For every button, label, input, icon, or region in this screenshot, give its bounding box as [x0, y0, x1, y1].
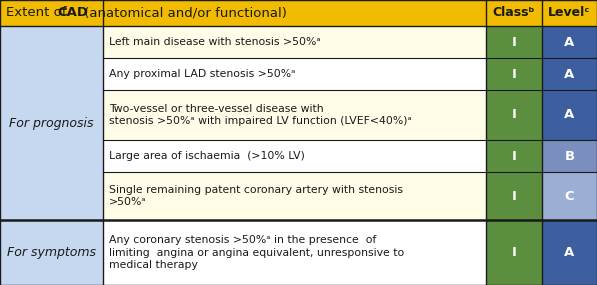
Text: CAD: CAD	[57, 7, 88, 19]
Text: Any coronary stenosis >50%ᵃ in the presence  of
limiting  angina or angina equiv: Any coronary stenosis >50%ᵃ in the prese…	[109, 235, 404, 270]
Bar	[542, 58, 597, 90]
Bar	[542, 140, 597, 172]
Text: For prognosis: For prognosis	[9, 117, 94, 129]
Text: Two-vessel or three-vessel disease with
stenosis >50%ᵃ with impaired LV function: Two-vessel or three-vessel disease with …	[109, 104, 412, 127]
Text: I: I	[512, 109, 516, 121]
Text: I: I	[512, 150, 516, 162]
Text: I: I	[512, 68, 516, 80]
Bar	[486, 58, 542, 90]
Text: A: A	[564, 68, 575, 80]
Bar	[103, 220, 486, 285]
Bar	[486, 172, 542, 220]
Bar	[103, 26, 486, 58]
Text: Single remaining patent coronary artery with stenosis
>50%ᵃ: Single remaining patent coronary artery …	[109, 185, 403, 207]
Bar	[0, 140, 103, 172]
Text: Left main disease with stenosis >50%ᵃ: Left main disease with stenosis >50%ᵃ	[109, 37, 321, 47]
Bar	[103, 140, 486, 172]
Text: Any proximal LAD stenosis >50%ᵃ: Any proximal LAD stenosis >50%ᵃ	[109, 69, 296, 79]
Text: Levelᶜ: Levelᶜ	[548, 7, 590, 19]
Text: Large area of ischaemia  (>10% LV): Large area of ischaemia (>10% LV)	[109, 151, 305, 161]
Bar	[542, 220, 597, 285]
Text: B: B	[564, 150, 574, 162]
Text: I: I	[512, 246, 516, 259]
Text: (anatomical and/or functional): (anatomical and/or functional)	[80, 7, 287, 19]
Bar	[0, 172, 103, 220]
Text: C: C	[565, 190, 574, 203]
Text: I: I	[512, 190, 516, 203]
Bar	[542, 90, 597, 140]
Bar	[486, 26, 542, 58]
Bar	[0, 0, 597, 26]
Bar	[0, 220, 103, 285]
Text: A: A	[564, 109, 575, 121]
Bar	[486, 90, 542, 140]
Text: A: A	[564, 36, 575, 48]
Bar	[103, 58, 486, 90]
Bar	[103, 90, 486, 140]
Bar	[0, 26, 103, 58]
Bar	[103, 172, 486, 220]
Bar	[0, 58, 103, 90]
Bar	[0, 90, 103, 140]
Text: Classᵇ: Classᵇ	[493, 7, 536, 19]
Bar	[486, 140, 542, 172]
Text: For symptoms: For symptoms	[7, 246, 96, 259]
Bar	[486, 220, 542, 285]
Text: A: A	[564, 246, 575, 259]
Bar	[542, 26, 597, 58]
Bar	[542, 172, 597, 220]
Text: Extent of: Extent of	[6, 7, 71, 19]
Text: I: I	[512, 36, 516, 48]
